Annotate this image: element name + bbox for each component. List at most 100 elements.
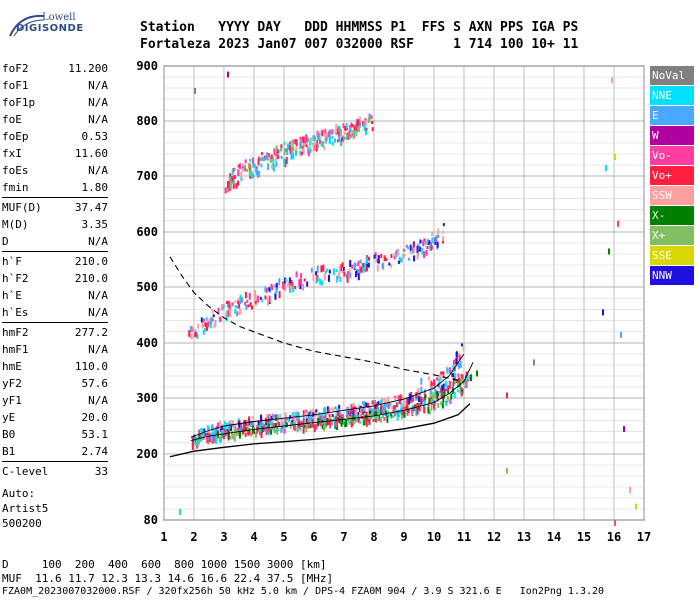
x-tick-label: 9 [400,530,407,544]
echo-mark [275,282,278,290]
echo-mark [299,283,302,290]
echo-mark [228,176,231,181]
echo-mark [355,123,358,131]
echo-mark [372,418,375,422]
echo-mark [196,438,199,443]
echo-mark [203,428,206,432]
echo-mark [533,359,535,366]
echo-mark [239,163,241,170]
echo-mark [295,148,298,156]
param-value: N/A [88,306,108,319]
echo-mark [196,333,199,339]
direction-legend: NoVal NNE E W Vo- Vo+ SSW X- X+ SSE NNW [650,66,694,286]
echo-mark [270,156,273,162]
logo-arc-icon [9,14,45,37]
param-value: N/A [88,164,108,177]
x-tick-label: 1 [160,530,167,544]
echo-mark [249,175,252,179]
echo-mark [283,428,286,434]
echo-mark [345,419,348,427]
echo-mark [252,429,255,434]
echo-mark [389,403,392,407]
auto-program: Artist5 [2,502,49,515]
echo-mark [287,143,289,150]
echo-mark [191,443,194,450]
echo-mark [274,293,277,300]
echo-mark [179,509,181,515]
echo-mark [305,409,308,413]
echo-mark [266,421,269,425]
param-name: B1 [2,445,16,458]
echo-mark [324,128,327,136]
echo-mark [249,158,251,162]
param-value: 57.6 [81,377,109,390]
echo-mark [218,436,221,442]
echo-mark [284,160,287,168]
echo-mark [403,400,405,407]
echo-mark [225,315,228,322]
echo-mark [331,418,334,425]
echo-mark [316,265,319,273]
echo-mark [363,415,366,421]
echo-mark [353,416,356,423]
echo-mark [315,409,318,413]
echo-mark [365,128,367,135]
echo-mark [409,244,412,251]
echo-mark [423,407,426,414]
echo-mark [413,255,416,262]
echo-mark [380,416,382,423]
echo-mark [199,433,202,437]
echo-mark [291,282,294,287]
param-row-h-f: h`F 210.0 [2,253,108,270]
echo-mark [320,265,323,273]
echo-mark [309,140,312,146]
echo-mark [297,411,300,417]
echo-mark [249,169,252,177]
param-value: 3.35 [81,218,109,231]
echo-mark [390,263,393,268]
echo-mark [362,121,365,127]
echo-mark [342,266,345,271]
echo-mark [237,427,240,432]
echo-mark [353,124,356,128]
echo-mark [276,150,279,157]
echo-mark [266,415,269,421]
echo-mark [313,416,316,420]
echo-mark [358,404,361,410]
echo-mark [371,411,374,416]
echo-mark [431,237,434,244]
echo-mark [300,278,303,285]
echo-mark [342,414,344,418]
echo-mark [278,291,281,299]
echo-mark [326,420,329,426]
echo-mark [362,262,365,267]
echo-mark [319,279,322,285]
echo-mark [397,249,400,257]
echo-mark [314,139,317,146]
echo-mark [234,430,237,436]
echo-mark [430,245,433,250]
echo-mark [230,180,233,184]
echo-mark [358,120,361,128]
echo-mark [290,280,293,283]
echo-mark [428,376,430,381]
echo-mark [352,414,355,421]
echo-mark [328,269,331,274]
echo-mark [442,236,445,241]
echo-mark [235,182,238,189]
echo-mark [405,244,408,248]
echo-mark [261,421,264,426]
echo-mark [466,374,469,379]
echo-mark [317,134,320,141]
echo-mark [371,400,374,405]
echo-mark [354,414,357,419]
echo-mark [299,146,302,150]
echo-mark [335,410,338,417]
echo-mark [389,413,392,417]
echo-mark [239,297,242,305]
echo-mark [305,144,308,148]
echo-mark [363,410,366,414]
echo-mark [275,161,278,167]
echo-mark [452,365,455,373]
echo-mark [365,120,367,127]
